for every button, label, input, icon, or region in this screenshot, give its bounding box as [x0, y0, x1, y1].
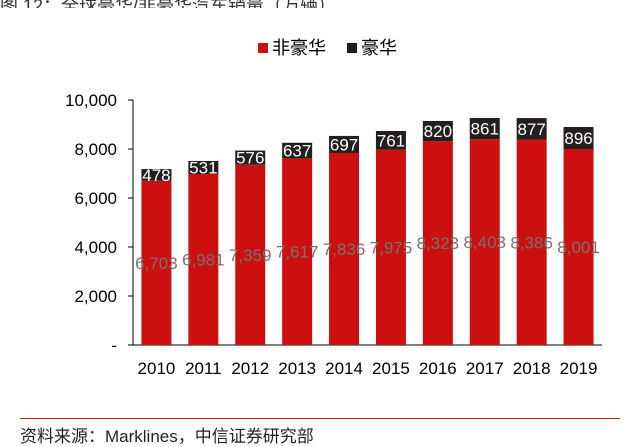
y-tick-label: 6,000 — [74, 189, 117, 208]
data-label-non-luxury: 8,001 — [557, 238, 600, 257]
data-label-non-luxury: 8,386 — [510, 233, 553, 252]
x-tick-label: 2012 — [231, 359, 269, 378]
bar-luxury — [141, 169, 172, 181]
data-label-non-luxury: 7,617 — [276, 243, 319, 262]
data-label-luxury: 697 — [330, 135, 358, 154]
bar-non-luxury — [516, 139, 547, 345]
bar-luxury — [235, 150, 266, 165]
data-label-luxury: 478 — [142, 166, 170, 185]
data-label-luxury: 761 — [377, 131, 405, 150]
data-label-luxury: 637 — [283, 142, 311, 161]
legend-label-non-luxury: 非豪华 — [272, 38, 326, 59]
y-tick-label: 8,000 — [74, 140, 117, 159]
bar-luxury — [282, 142, 313, 159]
legend-label-luxury: 豪华 — [361, 38, 397, 59]
data-label-luxury: 820 — [424, 122, 452, 141]
data-label-luxury: 896 — [564, 129, 592, 148]
bar-luxury — [422, 120, 453, 142]
x-tick-label: 2018 — [513, 359, 551, 378]
bar-non-luxury — [141, 180, 172, 345]
y-tick-label: - — [111, 336, 117, 355]
data-label-luxury: 861 — [471, 120, 499, 139]
x-tick-label: 2011 — [185, 359, 222, 378]
y-tick-label: 10,000 — [65, 91, 117, 110]
bar-luxury — [375, 130, 406, 150]
bar-non-luxury — [235, 164, 266, 345]
x-tick-label: 2016 — [419, 359, 457, 378]
bar-non-luxury — [282, 158, 313, 345]
bar-non-luxury — [563, 148, 594, 345]
x-tick-label: 2019 — [560, 359, 598, 378]
bar-non-luxury — [188, 173, 219, 345]
bar-luxury — [188, 160, 219, 174]
data-label-non-luxury: 7,975 — [370, 238, 413, 257]
bar-luxury — [516, 118, 547, 140]
x-tick-label: 2014 — [325, 359, 363, 378]
bar-luxury — [563, 127, 594, 149]
data-label-non-luxury: 6,703 — [135, 254, 178, 273]
y-tick-label: 2,000 — [74, 287, 117, 306]
source-note: 资料来源：Marklines，中信证券研究部 — [20, 427, 314, 446]
bar-non-luxury — [329, 153, 360, 345]
data-label-luxury: 531 — [189, 158, 217, 177]
bar-non-luxury — [422, 141, 453, 345]
bar-non-luxury — [469, 139, 500, 345]
bar-non-luxury — [375, 149, 406, 345]
bar-luxury — [469, 118, 500, 140]
bar-luxury — [329, 135, 360, 154]
divider — [20, 418, 620, 419]
data-label-non-luxury: 7,359 — [229, 246, 272, 265]
x-tick-label: 2015 — [372, 359, 410, 378]
x-tick-label: 2017 — [466, 359, 504, 378]
data-label-luxury: 576 — [236, 149, 264, 168]
stacked-bar-chart: - 2,000 4,000 6,000 8,000 10,000 6,703 478 2010 6… — [65, 38, 602, 378]
data-label-luxury: 877 — [517, 120, 545, 139]
data-label-non-luxury: 8,403 — [463, 233, 506, 252]
x-tick-label: 2013 — [278, 359, 316, 378]
x-tick-label: 2010 — [138, 359, 176, 378]
legend-swatch-luxury — [347, 43, 357, 53]
legend-swatch-non-luxury — [258, 43, 268, 53]
figure-caption: 图 12：全球豪华/非豪华汽车销量（万辆） — [0, 0, 640, 8]
data-label-non-luxury: 6,981 — [182, 250, 225, 269]
y-tick-label: 4,000 — [74, 238, 117, 257]
data-label-non-luxury: 7,836 — [323, 240, 366, 259]
data-label-non-luxury: 8,323 — [417, 234, 460, 253]
